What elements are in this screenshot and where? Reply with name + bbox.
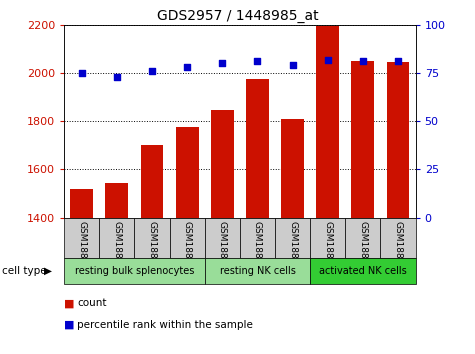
- Text: cell type: cell type: [2, 266, 47, 276]
- Bar: [205, 258, 310, 284]
- Text: ■: ■: [64, 298, 75, 308]
- Text: GSM188002: GSM188002: [323, 221, 332, 276]
- Point: [113, 74, 121, 80]
- Bar: [99, 218, 134, 258]
- Bar: [345, 218, 380, 258]
- Bar: [170, 218, 205, 258]
- Bar: [211, 110, 234, 354]
- Text: ▶: ▶: [44, 266, 52, 276]
- Text: resting bulk splenocytes: resting bulk splenocytes: [75, 266, 194, 276]
- Bar: [176, 127, 199, 354]
- Point: [218, 61, 226, 66]
- Text: GSM188003: GSM188003: [253, 221, 262, 276]
- Text: GSM188183: GSM188183: [183, 221, 191, 276]
- Bar: [352, 61, 374, 354]
- Text: percentile rank within the sample: percentile rank within the sample: [77, 320, 253, 330]
- Text: ■: ■: [64, 320, 75, 330]
- Text: resting NK cells: resting NK cells: [219, 266, 295, 276]
- Bar: [310, 258, 416, 284]
- Bar: [275, 218, 310, 258]
- Point: [394, 59, 402, 64]
- Text: GDS2957 / 1448985_at: GDS2957 / 1448985_at: [157, 9, 318, 23]
- Bar: [380, 218, 416, 258]
- Text: GSM188182: GSM188182: [148, 221, 156, 276]
- Bar: [205, 218, 240, 258]
- Bar: [246, 79, 269, 354]
- Bar: [310, 218, 345, 258]
- Bar: [240, 218, 275, 258]
- Text: GSM188001: GSM188001: [218, 221, 227, 276]
- Bar: [316, 26, 339, 354]
- Text: activated NK cells: activated NK cells: [319, 266, 407, 276]
- Bar: [105, 183, 128, 354]
- Bar: [64, 258, 205, 284]
- Text: GSM188007: GSM188007: [77, 221, 86, 276]
- Text: count: count: [77, 298, 107, 308]
- Point: [78, 70, 86, 76]
- Bar: [281, 119, 304, 354]
- Bar: [134, 218, 170, 258]
- Point: [254, 59, 261, 64]
- Bar: [70, 189, 93, 354]
- Text: GSM188005: GSM188005: [359, 221, 367, 276]
- Bar: [141, 145, 163, 354]
- Bar: [64, 218, 99, 258]
- Point: [148, 68, 156, 74]
- Text: GSM188004: GSM188004: [288, 221, 297, 276]
- Text: GSM188006: GSM188006: [394, 221, 402, 276]
- Point: [324, 57, 332, 62]
- Text: GSM188181: GSM188181: [113, 221, 121, 276]
- Point: [289, 62, 296, 68]
- Point: [359, 59, 367, 64]
- Point: [183, 64, 191, 70]
- Bar: [387, 62, 409, 354]
